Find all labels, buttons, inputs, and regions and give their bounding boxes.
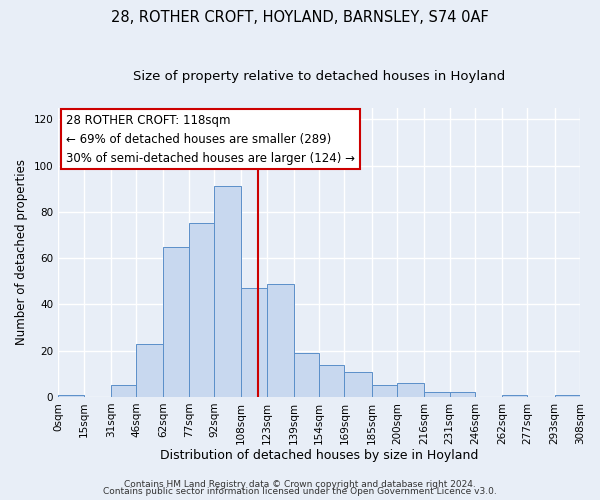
Bar	[241, 288, 266, 397]
Text: Contains public sector information licensed under the Open Government Licence v3: Contains public sector information licen…	[103, 488, 497, 496]
Text: 28 ROTHER CROFT: 118sqm
← 69% of detached houses are smaller (289)
30% of semi-d: 28 ROTHER CROFT: 118sqm ← 69% of detache…	[66, 114, 355, 164]
Bar	[163, 246, 188, 397]
Bar	[293, 353, 319, 397]
Bar	[110, 386, 136, 397]
Y-axis label: Number of detached properties: Number of detached properties	[15, 160, 28, 346]
Bar	[424, 392, 449, 397]
Bar	[397, 383, 424, 397]
Bar	[344, 372, 371, 397]
X-axis label: Distribution of detached houses by size in Hoyland: Distribution of detached houses by size …	[160, 450, 478, 462]
Text: 28, ROTHER CROFT, HOYLAND, BARNSLEY, S74 0AF: 28, ROTHER CROFT, HOYLAND, BARNSLEY, S74…	[111, 10, 489, 25]
Text: Contains HM Land Registry data © Crown copyright and database right 2024.: Contains HM Land Registry data © Crown c…	[124, 480, 476, 489]
Bar	[502, 394, 527, 397]
Bar	[449, 392, 475, 397]
Bar	[319, 364, 344, 397]
Bar	[188, 224, 214, 397]
Bar	[136, 344, 163, 397]
Bar	[554, 394, 580, 397]
Bar	[371, 386, 397, 397]
Bar	[58, 394, 83, 397]
Bar	[214, 186, 241, 397]
Bar	[266, 284, 293, 397]
Title: Size of property relative to detached houses in Hoyland: Size of property relative to detached ho…	[133, 70, 505, 83]
